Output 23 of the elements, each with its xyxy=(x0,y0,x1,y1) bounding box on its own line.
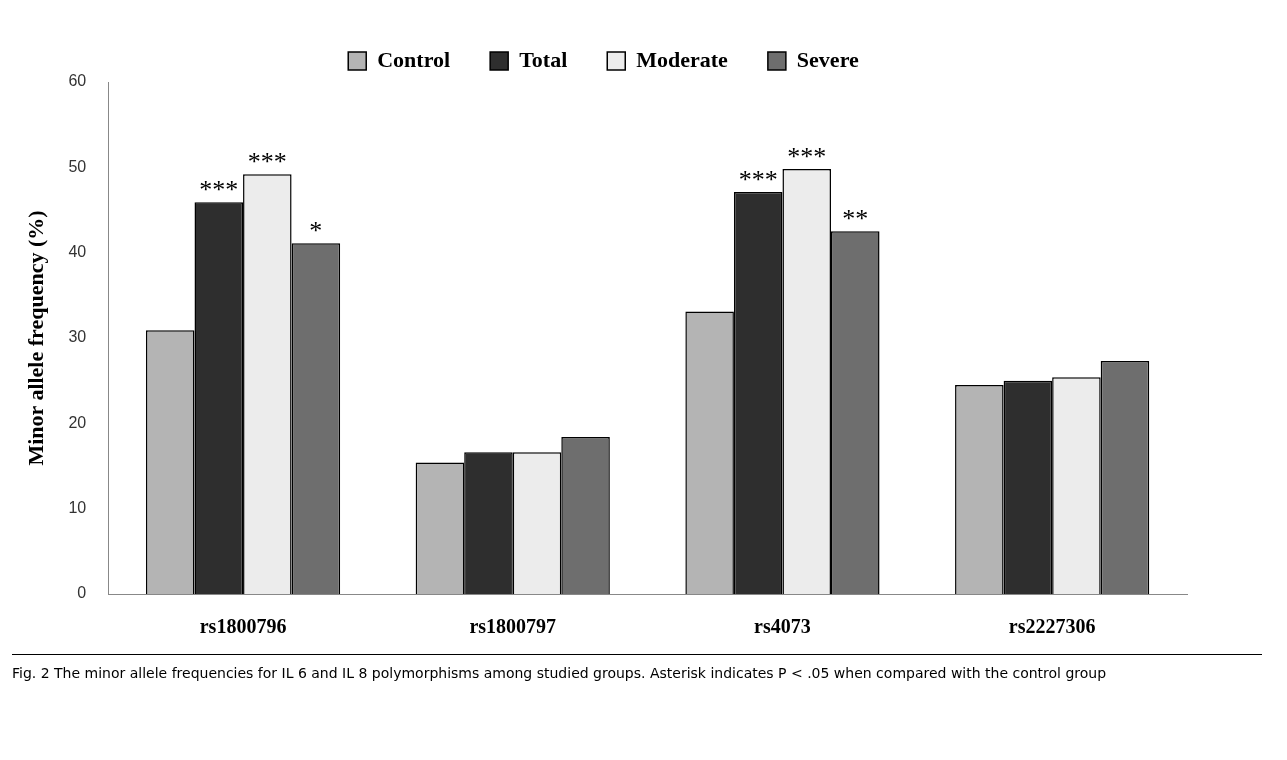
legend-label: Severe xyxy=(796,46,859,72)
y-tick-label: 0 xyxy=(77,584,87,602)
legend-label: Total xyxy=(519,46,568,72)
y-tick-label: 40 xyxy=(68,243,87,261)
legend-label: Control xyxy=(377,46,451,72)
annotation: *** xyxy=(787,142,827,172)
caption: Fig. 2 The minor allele frequencies for IL 6 and IL 8 polymorphisms among studied groups. Asterisk indicates P < .05 when compared with the control group xyxy=(12,654,1262,683)
y-tick-label: 30 xyxy=(68,328,87,346)
y-tick-label: 60 xyxy=(68,72,87,90)
annotation: * xyxy=(309,216,323,246)
y-tick-label: 50 xyxy=(68,157,87,175)
x-tick-label: rs1800796 xyxy=(199,615,287,638)
annotation: *** xyxy=(738,165,778,195)
y-tick-label: 10 xyxy=(68,499,87,517)
x-tick-label: rs4073 xyxy=(754,615,811,638)
y-tick-label: 20 xyxy=(68,413,87,431)
annotation: *** xyxy=(199,175,239,205)
x-tick-label: rs1800797 xyxy=(469,615,557,638)
annotation: ** xyxy=(842,204,869,234)
legend-label: Moderate xyxy=(636,46,729,72)
y-axis-title: Minor allele frequency (%) xyxy=(22,210,48,466)
x-tick-label: rs2227306 xyxy=(1008,615,1096,638)
annotation: *** xyxy=(247,147,287,177)
